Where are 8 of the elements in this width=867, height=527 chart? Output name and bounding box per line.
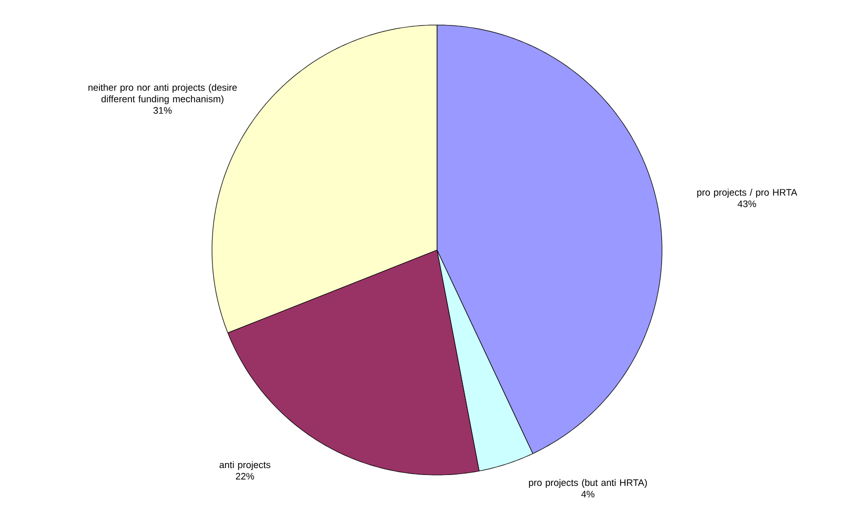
data-label: 31% [153, 107, 172, 114]
slice-label: neither pro nor anti projects (desire different funding mechanism) [88, 84, 237, 104]
slice-label: pro projects / pro HRTA [697, 188, 798, 198]
data-label: 22% [236, 472, 254, 480]
slice-label: pro projects (but anti HRTA) [528, 479, 647, 488]
slice-label: anti projects [220, 461, 270, 470]
data-label: 4% [581, 490, 594, 498]
data-label: 43% [738, 200, 756, 208]
